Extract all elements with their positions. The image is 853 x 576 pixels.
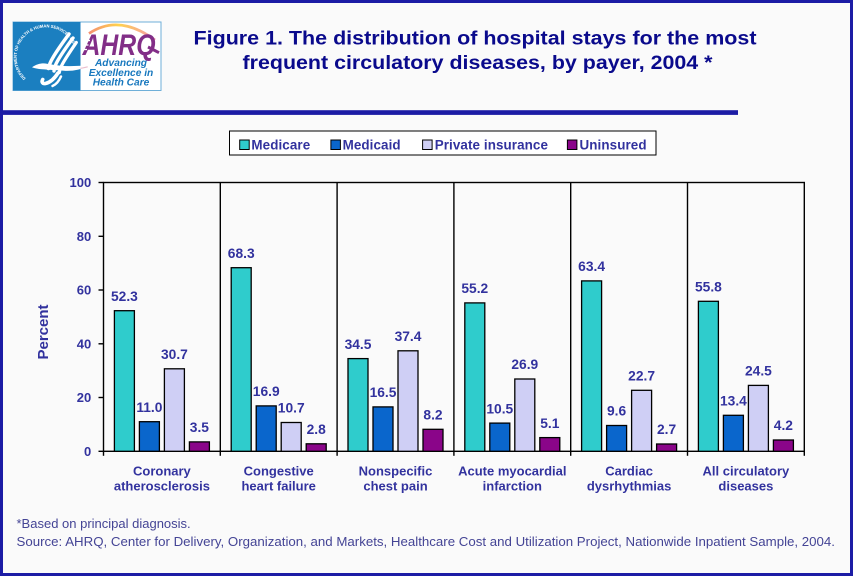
svg-text:68.3: 68.3 — [228, 246, 255, 261]
svg-text:Percent: Percent — [35, 304, 52, 359]
svg-text:chest pain: chest pain — [363, 479, 427, 494]
svg-text:2.8: 2.8 — [307, 422, 327, 437]
svg-text:Private insurance: Private insurance — [435, 137, 548, 152]
svg-text:22.7: 22.7 — [628, 369, 655, 384]
svg-text:80: 80 — [77, 229, 91, 244]
svg-text:Acute myocardial: Acute myocardial — [458, 463, 566, 478]
svg-text:Health Care: Health Care — [93, 78, 150, 89]
svg-text:30.7: 30.7 — [161, 347, 188, 362]
svg-text:frequent circulatory diseases,: frequent circulatory diseases, by payer,… — [243, 52, 713, 74]
svg-text:5.1: 5.1 — [540, 416, 560, 431]
svg-text:34.5: 34.5 — [345, 337, 372, 352]
svg-text:55.8: 55.8 — [695, 280, 722, 295]
svg-text:Excellence in: Excellence in — [89, 68, 154, 79]
svg-text:Medicaid: Medicaid — [343, 137, 401, 152]
svg-text:8.2: 8.2 — [423, 408, 443, 423]
svg-text:13.4: 13.4 — [720, 394, 747, 409]
svg-text:0: 0 — [84, 444, 91, 459]
svg-text:AHRQ: AHRQ — [82, 29, 156, 62]
svg-text:3.5: 3.5 — [190, 420, 210, 435]
svg-text:60: 60 — [77, 283, 91, 298]
svg-text:Congestive: Congestive — [244, 463, 314, 478]
svg-text:infarction: infarction — [483, 479, 542, 494]
svg-text:Uninsured: Uninsured — [580, 137, 647, 152]
svg-text:63.4: 63.4 — [578, 259, 605, 274]
svg-text:Medicare: Medicare — [251, 137, 310, 152]
svg-text:11.0: 11.0 — [136, 400, 162, 415]
svg-text:atherosclerosis: atherosclerosis — [114, 479, 210, 494]
svg-text:Advancing: Advancing — [94, 58, 148, 69]
svg-text:24.5: 24.5 — [745, 364, 772, 379]
svg-text:52.3: 52.3 — [111, 289, 138, 304]
svg-text:10.5: 10.5 — [486, 401, 513, 416]
svg-text:55.2: 55.2 — [461, 281, 488, 296]
svg-text:40: 40 — [77, 336, 91, 351]
svg-text:4.2: 4.2 — [774, 418, 794, 433]
svg-text:dysrhythmias: dysrhythmias — [587, 479, 672, 494]
svg-text:100: 100 — [69, 175, 91, 190]
svg-text:16.5: 16.5 — [370, 385, 397, 400]
svg-text:All circulatory: All circulatory — [703, 463, 790, 478]
svg-text:Cardiac: Cardiac — [605, 463, 653, 478]
svg-text:37.4: 37.4 — [395, 329, 422, 344]
svg-text:Source: AHRQ, Center for Deliv: Source: AHRQ, Center for Delivery, Organ… — [17, 534, 836, 549]
svg-text:diseases: diseases — [718, 479, 773, 494]
svg-text:*Based on principal diagnosis.: *Based on principal diagnosis. — [17, 516, 191, 531]
svg-text:16.9: 16.9 — [253, 384, 280, 399]
svg-text:20: 20 — [77, 390, 91, 405]
svg-text:2.7: 2.7 — [657, 422, 677, 437]
svg-text:Nonspecific: Nonspecific — [359, 463, 433, 478]
svg-text:Coronary: Coronary — [133, 463, 192, 478]
svg-text:10.7: 10.7 — [278, 401, 305, 416]
svg-text:heart failure: heart failure — [241, 479, 315, 494]
svg-text:Figure 1. The distribution of: Figure 1. The distribution of hospital s… — [194, 28, 758, 50]
svg-text:9.6: 9.6 — [607, 404, 627, 419]
svg-text:26.9: 26.9 — [511, 357, 538, 372]
